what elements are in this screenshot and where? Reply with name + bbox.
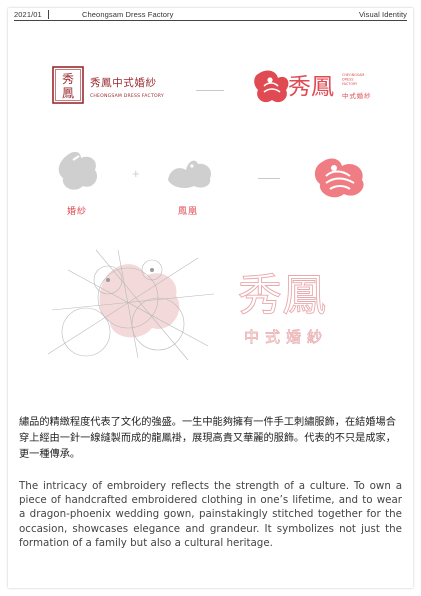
- new-logo-tagline: CHEONGSAM DRESS FACTORY 中式婚紗: [342, 73, 372, 100]
- new-logo-mark: [254, 70, 289, 103]
- construction-wordmark: 秀鳳 中式婚紗: [238, 270, 328, 347]
- construction-diagram: [47, 249, 215, 361]
- wedding-gown-shape: [58, 151, 98, 190]
- construction-tag: 中式婚紗: [244, 328, 328, 346]
- new-logo-tag-en-1: CHEONGSAM: [342, 73, 364, 77]
- header-title: Cheongsam Dress Factory: [82, 10, 174, 19]
- caption-wedding-gown: 婚紗: [67, 206, 88, 216]
- old-seal-char-1: 秀: [62, 72, 74, 86]
- body-chinese: 繡品的精緻程度代表了文化的強盛。一生中能夠擁有一件手工刺繡服飾，在結婚場合穿上經…: [19, 417, 396, 460]
- new-logo-name: 秀鳳: [288, 74, 334, 100]
- header-section: Visual Identity: [358, 10, 407, 19]
- header-divider: [48, 10, 49, 19]
- page-card: [8, 8, 413, 588]
- body-english: The intricacy of embroidery reflects the…: [19, 480, 402, 549]
- caption-phoenix: 鳳凰: [178, 206, 199, 216]
- new-logo-tag-en-3: FACTORY: [342, 82, 358, 86]
- construction-name: 秀鳳: [238, 270, 326, 321]
- header-date: 2021/01: [14, 10, 42, 19]
- phoenix-shape: [168, 160, 212, 188]
- old-logo-wordmark: 秀鳳中式婚紗 CHEONGSAM DRESS FACTORY: [90, 76, 164, 99]
- header-rule: [14, 20, 407, 21]
- old-logo-name: 秀鳳中式婚紗: [90, 76, 157, 89]
- plus-symbol: +: [132, 166, 140, 181]
- old-seal-char-2: 鳳: [62, 86, 74, 100]
- arrow-connector-1: [196, 90, 224, 91]
- new-logo-tag-zh: 中式婚紗: [342, 91, 372, 100]
- combined-mark: [314, 158, 364, 198]
- new-logo-wordmark: 秀鳳: [288, 74, 334, 100]
- arrow-connector-2: [258, 178, 280, 179]
- old-seal-logo: 秀 鳳: [52, 66, 84, 104]
- old-logo-subtitle: CHEONGSAM DRESS FACTORY: [90, 93, 164, 99]
- new-logo-tag-en-2: DRESS: [342, 78, 353, 82]
